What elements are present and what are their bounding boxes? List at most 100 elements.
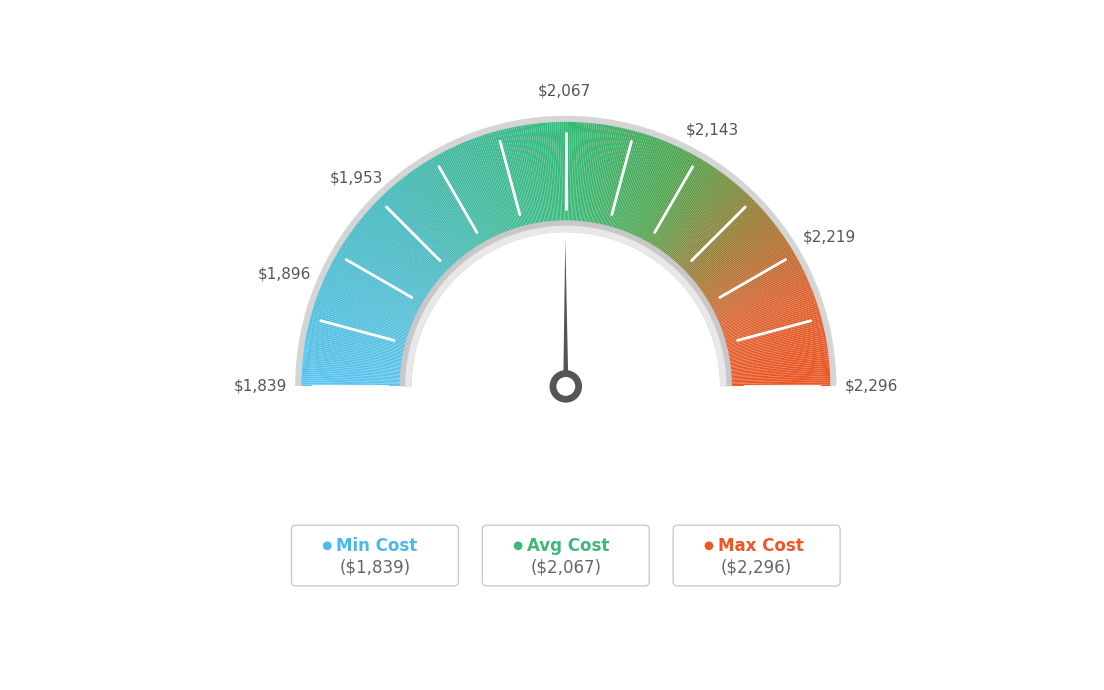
Text: Min Cost: Min Cost xyxy=(336,537,417,555)
Wedge shape xyxy=(465,141,503,234)
Wedge shape xyxy=(344,239,428,296)
Wedge shape xyxy=(730,359,829,371)
Wedge shape xyxy=(312,306,408,338)
Wedge shape xyxy=(692,216,769,282)
Wedge shape xyxy=(444,150,491,240)
Wedge shape xyxy=(473,138,509,233)
Wedge shape xyxy=(484,134,516,230)
Wedge shape xyxy=(358,221,437,284)
Wedge shape xyxy=(369,208,444,277)
Wedge shape xyxy=(301,372,401,379)
Polygon shape xyxy=(563,239,569,386)
Wedge shape xyxy=(655,164,711,248)
Wedge shape xyxy=(649,159,702,245)
Wedge shape xyxy=(337,252,424,304)
Wedge shape xyxy=(308,323,406,348)
Wedge shape xyxy=(338,250,425,302)
Bar xyxy=(198,386,934,593)
Wedge shape xyxy=(620,137,656,231)
Wedge shape xyxy=(607,130,634,227)
Wedge shape xyxy=(730,370,830,377)
Wedge shape xyxy=(435,155,486,244)
Wedge shape xyxy=(312,308,408,339)
Wedge shape xyxy=(418,166,476,249)
Wedge shape xyxy=(724,310,820,340)
Wedge shape xyxy=(359,219,438,284)
Wedge shape xyxy=(707,248,793,302)
Wedge shape xyxy=(520,126,539,224)
Wedge shape xyxy=(645,155,696,243)
Wedge shape xyxy=(505,128,529,226)
Wedge shape xyxy=(678,192,747,266)
Wedge shape xyxy=(730,364,829,373)
Wedge shape xyxy=(652,161,705,246)
Wedge shape xyxy=(348,235,431,293)
Wedge shape xyxy=(349,233,432,292)
Wedge shape xyxy=(426,161,479,246)
Circle shape xyxy=(513,542,522,550)
Wedge shape xyxy=(316,297,411,332)
Wedge shape xyxy=(666,176,728,256)
Wedge shape xyxy=(424,162,479,247)
Wedge shape xyxy=(713,268,804,314)
Wedge shape xyxy=(728,337,826,357)
Wedge shape xyxy=(327,272,417,316)
Wedge shape xyxy=(558,122,562,221)
Text: $2,067: $2,067 xyxy=(538,84,592,99)
Wedge shape xyxy=(374,202,447,273)
Wedge shape xyxy=(305,345,403,362)
Wedge shape xyxy=(357,223,436,286)
Wedge shape xyxy=(702,237,786,295)
Wedge shape xyxy=(731,380,830,384)
Wedge shape xyxy=(404,176,466,256)
Wedge shape xyxy=(668,179,731,258)
Wedge shape xyxy=(609,131,638,228)
Wedge shape xyxy=(367,211,443,278)
Wedge shape xyxy=(318,293,412,329)
Wedge shape xyxy=(549,122,556,222)
Wedge shape xyxy=(594,126,614,224)
Wedge shape xyxy=(580,123,591,222)
Wedge shape xyxy=(705,245,790,299)
Wedge shape xyxy=(669,180,733,259)
Wedge shape xyxy=(514,126,535,225)
Wedge shape xyxy=(693,219,773,284)
Wedge shape xyxy=(618,135,651,230)
Wedge shape xyxy=(429,159,482,245)
Wedge shape xyxy=(308,326,405,351)
Wedge shape xyxy=(493,131,522,228)
Wedge shape xyxy=(729,347,828,363)
Wedge shape xyxy=(705,246,792,300)
Wedge shape xyxy=(331,263,421,310)
Wedge shape xyxy=(390,188,457,264)
Wedge shape xyxy=(575,122,583,222)
Wedge shape xyxy=(591,125,607,224)
Wedge shape xyxy=(724,315,821,343)
Wedge shape xyxy=(397,181,461,259)
Wedge shape xyxy=(613,133,644,229)
Wedge shape xyxy=(714,270,805,315)
Circle shape xyxy=(704,542,713,550)
Wedge shape xyxy=(380,197,452,269)
Wedge shape xyxy=(539,123,550,222)
Wedge shape xyxy=(623,138,659,233)
Wedge shape xyxy=(729,343,827,361)
Wedge shape xyxy=(361,218,438,282)
Circle shape xyxy=(550,370,582,403)
Wedge shape xyxy=(548,122,555,222)
Wedge shape xyxy=(656,166,713,249)
Wedge shape xyxy=(721,295,815,331)
Wedge shape xyxy=(725,323,824,348)
Wedge shape xyxy=(679,193,749,267)
Wedge shape xyxy=(730,366,830,375)
Wedge shape xyxy=(687,207,762,275)
Wedge shape xyxy=(667,177,730,257)
Wedge shape xyxy=(372,206,446,275)
Wedge shape xyxy=(659,169,718,252)
Wedge shape xyxy=(605,130,631,227)
Wedge shape xyxy=(336,253,423,305)
Wedge shape xyxy=(686,204,758,273)
Wedge shape xyxy=(301,368,402,376)
Wedge shape xyxy=(412,170,471,253)
Wedge shape xyxy=(601,128,624,226)
